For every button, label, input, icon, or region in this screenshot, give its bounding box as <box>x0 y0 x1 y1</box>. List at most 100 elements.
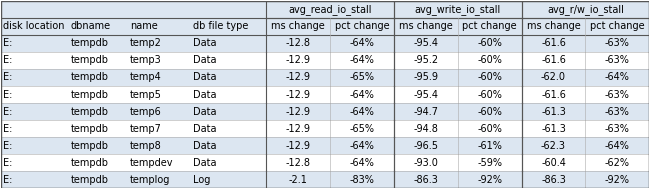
Bar <box>1 35 68 52</box>
Text: -63%: -63% <box>605 90 630 99</box>
Text: temp8: temp8 <box>130 141 162 151</box>
Bar <box>266 69 330 86</box>
Text: -83%: -83% <box>350 175 374 185</box>
Text: -12.9: -12.9 <box>285 124 311 134</box>
Bar <box>330 52 394 69</box>
Bar <box>586 120 649 137</box>
Bar <box>1 18 68 35</box>
Text: -61.6: -61.6 <box>541 90 566 99</box>
Text: E:: E: <box>3 38 12 48</box>
Bar <box>394 1 521 18</box>
Text: Data: Data <box>193 141 217 151</box>
Text: E:: E: <box>3 175 12 185</box>
Text: -86.3: -86.3 <box>541 175 566 185</box>
Text: -60.4: -60.4 <box>541 158 566 168</box>
Bar <box>127 69 190 86</box>
Text: -63%: -63% <box>605 107 630 117</box>
Text: E:: E: <box>3 90 12 99</box>
Text: -93.0: -93.0 <box>413 158 438 168</box>
Text: -12.9: -12.9 <box>285 141 311 151</box>
Bar <box>458 18 521 35</box>
Text: -62.0: -62.0 <box>541 72 566 82</box>
Text: -64%: -64% <box>350 55 374 65</box>
Bar <box>394 171 458 188</box>
Text: tempdb: tempdb <box>71 55 109 65</box>
Bar <box>266 154 330 171</box>
Text: -64%: -64% <box>605 72 630 82</box>
Text: Data: Data <box>193 55 217 65</box>
Text: Data: Data <box>193 107 217 117</box>
Text: tempdb: tempdb <box>71 141 109 151</box>
Bar <box>586 137 649 154</box>
Bar <box>521 69 586 86</box>
Bar <box>68 103 127 120</box>
Bar <box>458 52 521 69</box>
Bar <box>521 35 586 52</box>
Bar <box>266 18 330 35</box>
Bar <box>458 120 521 137</box>
Bar <box>330 18 394 35</box>
Bar <box>330 137 394 154</box>
Text: -60%: -60% <box>477 38 502 48</box>
Text: templog: templog <box>130 175 170 185</box>
Text: temp7: temp7 <box>130 124 162 134</box>
Text: -65%: -65% <box>350 72 374 82</box>
Text: -60%: -60% <box>477 124 502 134</box>
Bar <box>190 18 266 35</box>
Bar <box>330 86 394 103</box>
Bar <box>190 86 266 103</box>
Bar <box>458 154 521 171</box>
Text: temp5: temp5 <box>130 90 162 99</box>
Text: Data: Data <box>193 158 217 168</box>
Text: Data: Data <box>193 90 217 99</box>
Bar <box>330 35 394 52</box>
Bar <box>521 103 586 120</box>
Bar <box>1 171 68 188</box>
Bar <box>394 120 458 137</box>
Bar <box>521 120 586 137</box>
Bar <box>266 137 330 154</box>
Bar <box>458 171 521 188</box>
Text: dbname: dbname <box>71 21 111 31</box>
Bar <box>68 69 127 86</box>
Text: -12.8: -12.8 <box>285 38 311 48</box>
Bar <box>330 171 394 188</box>
Text: avg_read_io_stall: avg_read_io_stall <box>288 4 372 15</box>
Text: -61%: -61% <box>477 141 502 151</box>
Text: -95.2: -95.2 <box>413 55 438 65</box>
Text: Data: Data <box>193 72 217 82</box>
Bar <box>266 35 330 52</box>
Bar <box>1 154 68 171</box>
Bar <box>521 18 586 35</box>
Bar <box>394 69 458 86</box>
Bar <box>190 52 266 69</box>
Bar <box>68 52 127 69</box>
Bar <box>521 154 586 171</box>
Bar <box>266 52 330 69</box>
Text: temp4: temp4 <box>130 72 162 82</box>
Text: Log: Log <box>193 175 211 185</box>
Bar <box>521 52 586 69</box>
Text: -94.7: -94.7 <box>413 107 438 117</box>
Text: avg_r/w_io_stall: avg_r/w_io_stall <box>547 4 624 15</box>
Text: -61.6: -61.6 <box>541 55 566 65</box>
Text: temp6: temp6 <box>130 107 162 117</box>
Bar <box>266 1 394 18</box>
Text: disk location: disk location <box>3 21 65 31</box>
Text: -94.8: -94.8 <box>413 124 438 134</box>
Text: pct change: pct change <box>590 21 645 31</box>
Bar <box>68 86 127 103</box>
Text: -12.9: -12.9 <box>285 55 311 65</box>
Bar <box>68 35 127 52</box>
Bar <box>190 154 266 171</box>
Bar <box>127 86 190 103</box>
Bar <box>586 18 649 35</box>
Text: temp3: temp3 <box>130 55 162 65</box>
Text: -61.3: -61.3 <box>541 107 566 117</box>
Bar <box>127 35 190 52</box>
Text: E:: E: <box>3 72 12 82</box>
Bar <box>127 137 190 154</box>
Bar <box>190 69 266 86</box>
Text: -60%: -60% <box>477 72 502 82</box>
Bar <box>521 137 586 154</box>
